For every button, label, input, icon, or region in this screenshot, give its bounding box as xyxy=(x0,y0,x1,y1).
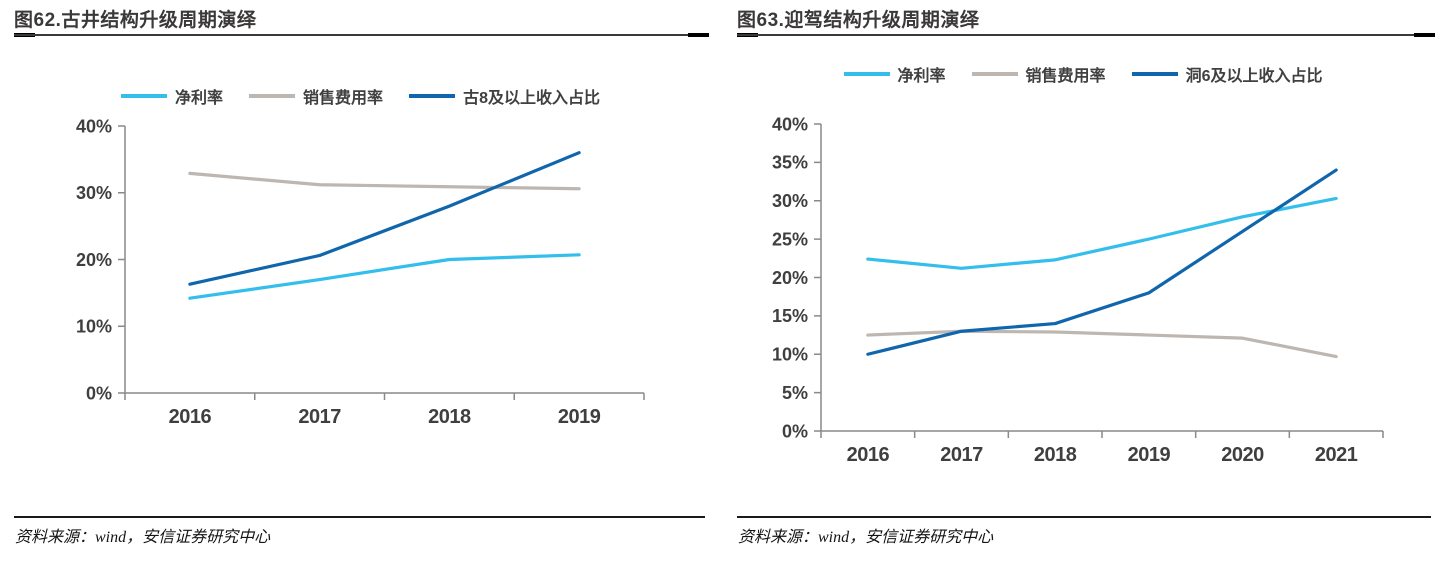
y-tick-label: 30% xyxy=(772,191,808,211)
series-line-0 xyxy=(866,196,1338,270)
series-line-1 xyxy=(866,329,1338,359)
y-tick-label: 0% xyxy=(86,383,112,403)
y-tick-label: 20% xyxy=(76,250,112,270)
legend-line-swatch xyxy=(409,94,456,98)
y-tick-label: 10% xyxy=(772,345,808,365)
x-tick-label: 2019 xyxy=(558,406,601,428)
source-divider xyxy=(14,516,705,518)
x-tick-label: 2019 xyxy=(1128,444,1171,466)
x-tick-label: 2016 xyxy=(169,406,212,428)
x-tick-label: 2018 xyxy=(1034,444,1077,466)
x-tick-label: 2021 xyxy=(1315,444,1358,466)
x-tick-label: 2017 xyxy=(940,444,983,466)
underline-cap-right xyxy=(1414,33,1435,37)
legend-label: 净利率 xyxy=(175,90,224,107)
legend-item: 洞6及以上收入占比 xyxy=(1131,62,1323,86)
source-note: 资料来源：wind，安信证券研究中心 xyxy=(738,529,994,546)
x-tick-label: 2018 xyxy=(428,406,471,428)
y-tick-label: 20% xyxy=(772,268,808,288)
legend-item: 净利率 xyxy=(843,62,946,86)
series-line-2 xyxy=(866,168,1338,356)
underline-line xyxy=(737,34,1435,36)
chart-title: 图62.古井结构升级周期演绎 xyxy=(14,10,257,31)
y-tick-label: 0% xyxy=(782,421,808,441)
x-tick-label: 2017 xyxy=(298,406,341,428)
line-chart: 0% 10% 20% 30% 40% 2016 2017 2018 2019 xyxy=(76,116,645,428)
title-underline xyxy=(14,33,709,38)
chart-panel-guijing: 图62.古井结构升级周期演绎 净利率 销售费用率 古8及以上收入占比 0% 10% 20… xyxy=(0,0,721,562)
underline-line xyxy=(14,34,709,36)
y-tick-label: 15% xyxy=(772,306,808,326)
x-tick-label: 2016 xyxy=(847,444,890,466)
legend-line-swatch xyxy=(121,94,168,98)
source-divider xyxy=(737,516,1431,518)
series-line-2 xyxy=(188,151,581,286)
legend-item: 古8及以上收入占比 xyxy=(409,84,600,108)
series-line-0 xyxy=(188,253,581,300)
legend-item: 销售费用率 xyxy=(971,62,1106,86)
line-chart: 0% 5% 10% 15% 20% 25% 30% 35% 40% 2016 2017 2018 201… xyxy=(772,114,1384,466)
y-tick-label: 10% xyxy=(76,317,112,337)
legend-line-swatch xyxy=(971,72,1018,76)
legend-label: 古8及以上收入占比 xyxy=(463,90,600,107)
underline-cap-right xyxy=(688,33,709,37)
legend-label: 销售费用率 xyxy=(303,90,384,107)
y-tick-label: 30% xyxy=(76,183,112,203)
legend-line-swatch xyxy=(249,94,296,98)
legend-line-swatch xyxy=(843,72,890,76)
legend-item: 净利率 xyxy=(121,84,223,108)
series-line-1 xyxy=(188,171,581,191)
chart-legend: 净利率 销售费用率 古8及以上收入占比 xyxy=(0,84,721,108)
chart-title: 图63.迎驾结构升级周期演绎 xyxy=(737,10,980,31)
legend-item: 销售费用率 xyxy=(249,84,383,108)
y-tick-label: 5% xyxy=(782,383,808,403)
legend-label: 净利率 xyxy=(897,68,946,85)
x-tick-label: 2020 xyxy=(1221,444,1264,466)
chart-legend: 净利率 销售费用率 洞6及以上收入占比 xyxy=(723,62,1443,86)
title-underline xyxy=(737,33,1435,38)
legend-label: 销售费用率 xyxy=(1025,68,1106,85)
source-note: 资料来源：wind，安信证券研究中心 xyxy=(15,529,271,546)
y-tick-label: 40% xyxy=(76,116,112,136)
legend-label: 洞6及以上收入占比 xyxy=(1185,68,1323,85)
y-tick-label: 40% xyxy=(772,114,808,134)
legend-line-swatch xyxy=(1131,72,1178,76)
y-tick-label: 25% xyxy=(772,229,808,249)
y-tick-label: 35% xyxy=(772,153,808,173)
chart-panel-yingjia: 图63.迎驾结构升级周期演绎 净利率 销售费用率 洞6及以上收入占比 0% 5% 10%… xyxy=(723,0,1443,562)
